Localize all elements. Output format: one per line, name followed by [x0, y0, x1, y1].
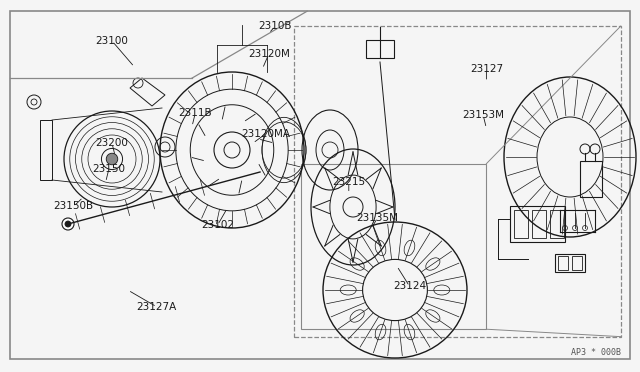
Bar [580, 161, 602, 197]
Bar [555, 254, 585, 272]
Circle shape [65, 221, 71, 227]
Circle shape [106, 153, 118, 165]
Text: 23150: 23150 [92, 164, 125, 174]
Bar [558, 256, 568, 270]
Text: 23127: 23127 [470, 64, 503, 74]
Text: 23100: 23100 [95, 36, 129, 46]
Text: 23102: 23102 [201, 220, 234, 230]
Text: 23127A: 23127A [137, 302, 177, 312]
Circle shape [62, 218, 74, 230]
Bar [510, 206, 565, 242]
Text: 23135M: 23135M [356, 213, 399, 222]
Text: 23120M: 23120M [248, 49, 290, 59]
Text: 2311B: 2311B [179, 109, 212, 118]
Text: 23215: 23215 [332, 177, 365, 187]
Bar [294, 26, 621, 337]
Bar [532, 210, 546, 238]
Text: 23153M: 23153M [462, 110, 504, 120]
Bar [366, 40, 394, 58]
Text: 23150B: 23150B [54, 202, 93, 211]
Text: 23120MA: 23120MA [241, 129, 290, 139]
Text: 2310B: 2310B [259, 21, 292, 31]
Text: AP3 * 000B: AP3 * 000B [571, 348, 621, 357]
Bar [550, 210, 564, 238]
Text: 23200: 23200 [95, 138, 129, 148]
Text: 23124: 23124 [393, 282, 426, 291]
Bar [514, 210, 528, 238]
Bar [572, 256, 582, 270]
Bar [301, 164, 486, 329]
